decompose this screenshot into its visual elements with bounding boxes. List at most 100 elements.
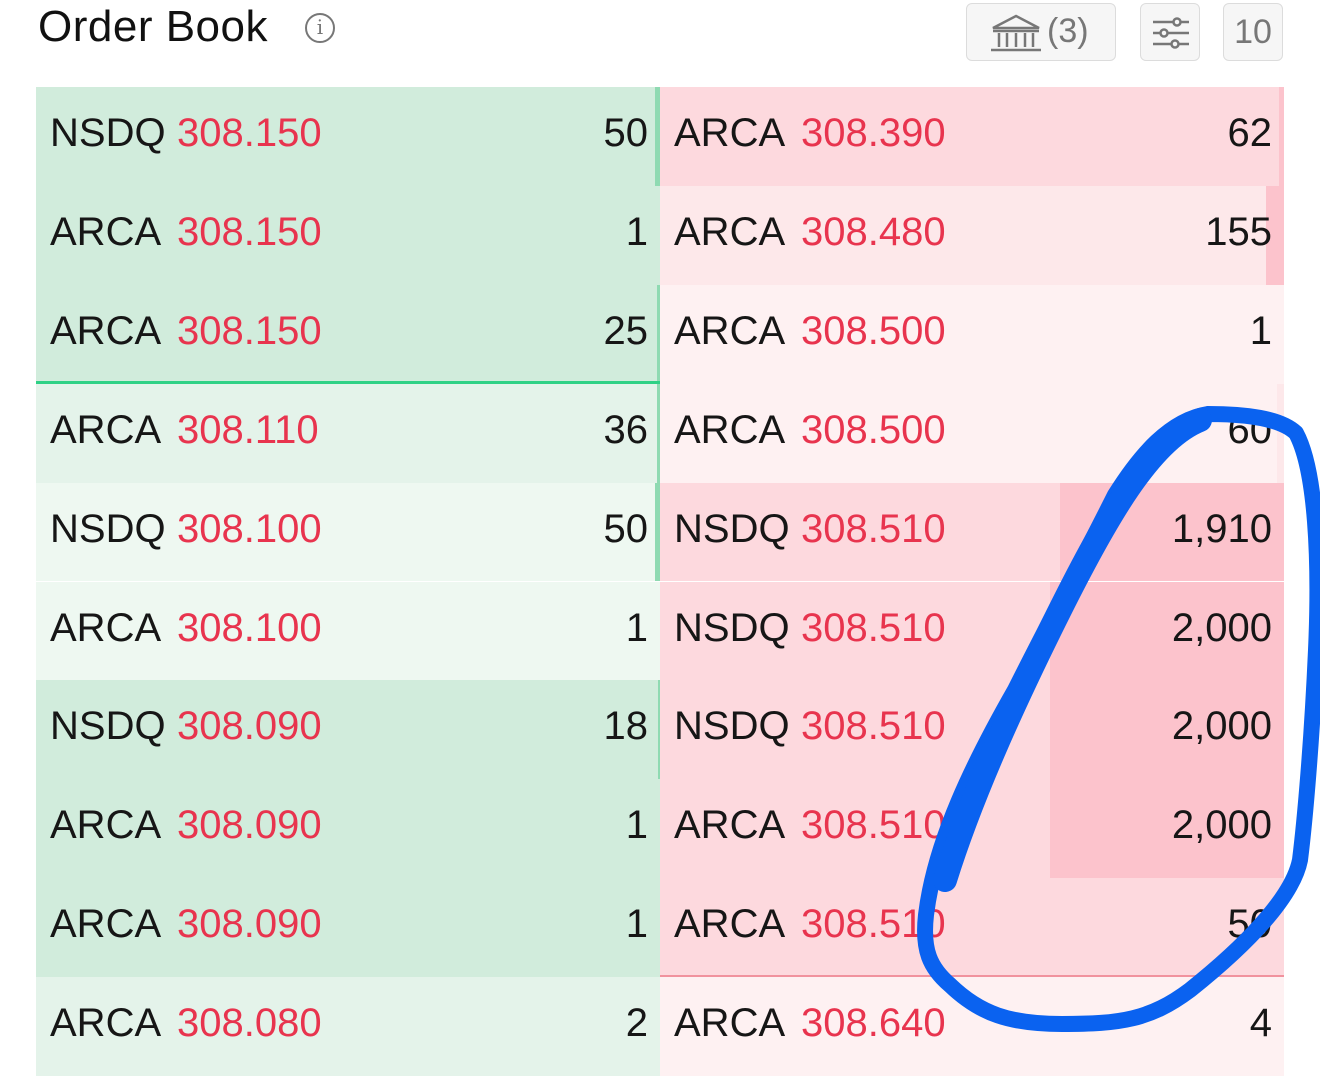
exchange-label: ARCA [674, 407, 786, 452]
size-value: 1 [625, 209, 648, 254]
size-value: 50 [603, 111, 649, 155]
size-value: 2,000 [1171, 605, 1272, 650]
size-value: 1 [625, 803, 648, 848]
info-circle-icon[interactable]: i [305, 13, 335, 43]
size-value: 18 [603, 704, 649, 749]
size-value: 1 [625, 902, 648, 947]
size-value: 155 [1205, 209, 1272, 254]
price-value: 308.510 [801, 506, 946, 551]
ask-row[interactable]: ARCA 308.500 1 [660, 284, 1284, 384]
exchange-label: ARCA [50, 902, 162, 947]
ask-row[interactable]: NSDQ 308.510 2,000 [660, 680, 1284, 780]
exchange-label: ARCA [50, 209, 162, 254]
price-value: 308.500 [801, 407, 946, 452]
exchange-label: ARCA [674, 111, 786, 155]
exchange-count: (3) [1047, 12, 1089, 50]
exchange-label: ARCA [50, 308, 162, 353]
price-value: 308.090 [177, 902, 322, 947]
exchange-label: ARCA [50, 803, 162, 848]
bid-depth-bar [655, 482, 660, 582]
exchange-filter-button[interactable]: (3) [966, 3, 1116, 61]
ask-row[interactable]: ARCA 308.510 50 [660, 878, 1284, 978]
bid-row[interactable]: NSDQ 308.090 18 [36, 680, 660, 780]
ask-row[interactable]: NSDQ 308.510 1,910 [660, 482, 1284, 582]
exchange-label: NSDQ [50, 704, 166, 749]
size-value: 2 [625, 1001, 648, 1046]
size-value: 1 [1249, 308, 1272, 353]
bid-row[interactable]: ARCA 308.100 1 [36, 581, 660, 681]
exchange-label: NSDQ [674, 704, 790, 749]
price-value: 308.480 [801, 209, 946, 254]
size-value: 1 [625, 605, 648, 650]
exchange-label: ARCA [674, 803, 786, 848]
price-value: 308.150 [177, 308, 322, 353]
exchange-label: ARCA [674, 308, 786, 353]
price-value: 308.390 [801, 111, 946, 155]
sliders-icon [1153, 17, 1189, 49]
settings-button[interactable] [1140, 3, 1200, 61]
ask-row[interactable]: ARCA 308.500 60 [660, 383, 1284, 483]
price-value: 308.510 [801, 803, 946, 848]
price-value: 308.100 [177, 605, 322, 650]
bid-depth-bar [655, 87, 660, 186]
ask-row[interactable]: NSDQ 308.510 2,000 [660, 581, 1284, 681]
price-value: 308.100 [177, 506, 322, 551]
exchange-label: ARCA [674, 1001, 786, 1046]
ask-row[interactable]: ARCA 308.510 2,000 [660, 779, 1284, 879]
price-value: 308.090 [177, 803, 322, 848]
bid-row[interactable]: ARCA 308.080 2 [36, 977, 660, 1076]
bid-row[interactable]: ARCA 308.110 36 [36, 383, 660, 483]
exchange-label: ARCA [50, 605, 162, 650]
bid-row[interactable]: ARCA 308.150 1 [36, 185, 660, 285]
exchange-label: NSDQ [50, 111, 166, 155]
price-value: 308.510 [801, 605, 946, 650]
size-value: 60 [1227, 407, 1273, 452]
exchange-label: ARCA [50, 1001, 162, 1046]
price-value: 308.640 [801, 1001, 946, 1046]
price-value: 308.510 [801, 704, 946, 749]
bid-side: NSDQ 308.150 50 ARCA 308.150 1 ARCA 308.… [36, 87, 660, 1076]
size-value: 25 [603, 308, 649, 353]
size-value: 2,000 [1171, 803, 1272, 848]
depth-label: 10 [1234, 13, 1272, 51]
ask-depth-bar [1279, 87, 1284, 186]
size-value: 36 [603, 407, 649, 452]
bid-row[interactable]: ARCA 308.090 1 [36, 779, 660, 879]
bank-icon [991, 14, 1041, 52]
size-value: 1,910 [1171, 506, 1272, 551]
ask-row[interactable]: ARCA 308.390 62 [660, 87, 1284, 186]
ask-depth-bar [1277, 383, 1284, 483]
bid-row[interactable]: ARCA 308.090 1 [36, 878, 660, 978]
ask-row[interactable]: ARCA 308.480 155 [660, 185, 1284, 285]
size-value: 50 [1227, 902, 1273, 947]
exchange-label: ARCA [50, 407, 162, 452]
price-value: 308.500 [801, 308, 946, 353]
ask-row[interactable]: ARCA 308.640 4 [660, 977, 1284, 1076]
exchange-label: ARCA [674, 209, 786, 254]
size-value: 2,000 [1171, 704, 1272, 749]
bid-price-divider [36, 381, 660, 384]
size-value: 62 [1227, 111, 1273, 155]
depth-selector-button[interactable]: 10 [1223, 3, 1283, 61]
price-value: 308.110 [177, 407, 319, 452]
exchange-label: NSDQ [674, 506, 790, 551]
bid-row[interactable]: NSDQ 308.100 50 [36, 482, 660, 582]
price-value: 308.090 [177, 704, 322, 749]
ask-depth-bar [1266, 185, 1284, 285]
bid-row[interactable]: ARCA 308.150 25 [36, 284, 660, 384]
bid-row[interactable]: NSDQ 308.150 50 [36, 87, 660, 186]
bid-depth-bar [657, 383, 660, 483]
order-book-header: Order Book i (3) 10 [0, 0, 1320, 86]
exchange-label: ARCA [674, 902, 786, 947]
ask-side: ARCA 308.390 62 ARCA 308.480 155 ARCA 30… [660, 87, 1284, 1076]
exchange-label: NSDQ [674, 605, 790, 650]
price-value: 308.150 [177, 111, 322, 155]
page-title: Order Book [38, 2, 268, 51]
size-value: 50 [603, 506, 649, 551]
bid-depth-bar [657, 284, 660, 384]
order-book: NSDQ 308.150 50 ARCA 308.150 1 ARCA 308.… [36, 87, 1284, 1076]
size-value: 4 [1249, 1001, 1272, 1046]
price-value: 308.080 [177, 1001, 322, 1046]
price-value: 308.150 [177, 209, 322, 254]
exchange-label: NSDQ [50, 506, 166, 551]
